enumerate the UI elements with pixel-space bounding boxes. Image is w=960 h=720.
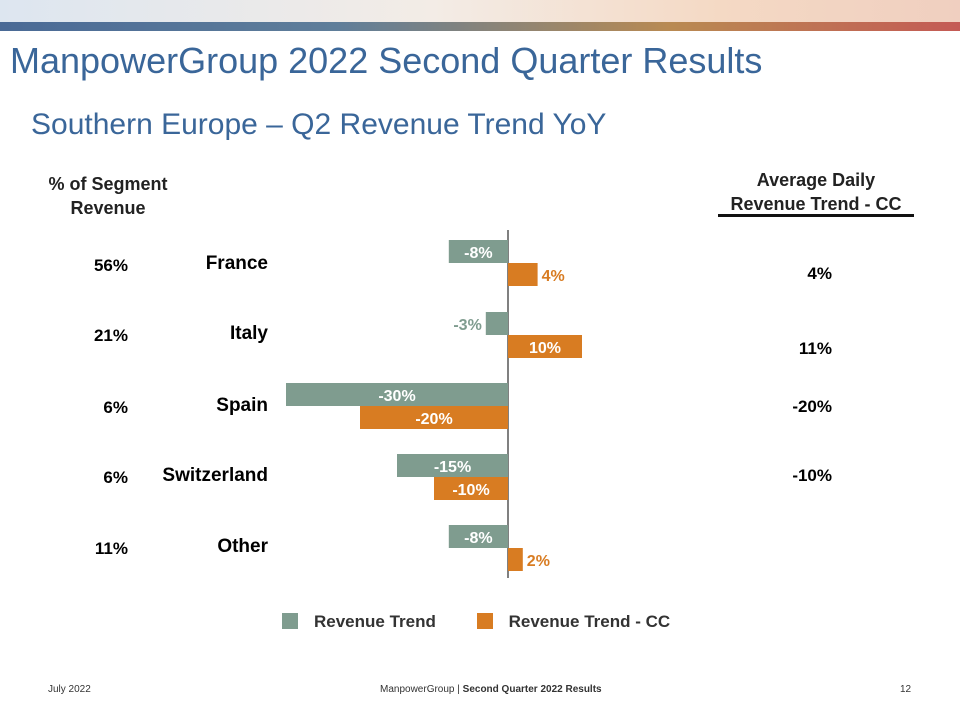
bar-revenue-trend-cc-italy [508, 335, 582, 358]
segment-pct-italy: 21% [93, 326, 128, 345]
legend-item-revenue-trend-cc: Revenue Trend - CC [476, 612, 671, 632]
data-label-revenue-trend-spain: -30% [378, 388, 415, 405]
bar-revenue-trend-switzerland [397, 454, 508, 477]
bar-revenue-trend-france [448, 240, 508, 263]
legend-swatch-revenue-trend-cc [476, 613, 493, 629]
category-label-switzerland: Switzerland [162, 465, 268, 486]
data-label-revenue-trend-cc-other: 2% [527, 553, 550, 570]
data-label-revenue-trend-cc-italy: 10% [529, 340, 561, 357]
adr-header: Average Daily Revenue Trend - CC [712, 168, 920, 216]
page-title: ManpowerGroup 2022 Second Quarter Result… [10, 40, 763, 81]
bar-revenue-trend-cc-france [508, 263, 538, 286]
bar-revenue-trend-italy [485, 312, 508, 335]
adr-value-italy: 11% [798, 339, 832, 358]
page-subtitle: Southern Europe – Q2 Revenue Trend YoY [31, 108, 607, 141]
bar-revenue-trend-spain [286, 383, 508, 406]
bar-revenue-trend-cc-spain [360, 406, 508, 429]
category-label-italy: Italy [229, 323, 268, 344]
chart-legend: Revenue Trend Revenue Trend - CC [282, 612, 706, 632]
footer-report: Second Quarter 2022 Results [462, 684, 602, 695]
segment-pct-spain: 6% [103, 398, 128, 417]
data-label-revenue-trend-cc-switzerland: -10% [452, 482, 489, 499]
adr-value-spain: -20% [792, 397, 832, 416]
segment-pct-switzerland: 6% [103, 468, 128, 487]
data-label-revenue-trend-cc-spain: -20% [415, 411, 452, 428]
bar-revenue-trend-cc-switzerland [434, 477, 508, 500]
category-label-spain: Spain [216, 395, 268, 416]
footer-date: July 2022 [48, 684, 91, 695]
data-label-revenue-trend-cc-france: 4% [542, 268, 565, 285]
data-label-revenue-trend-france: -8% [464, 245, 492, 262]
top-banner [0, 0, 960, 22]
segment-pct-france: 56% [93, 256, 128, 275]
adr-value-france: 4% [807, 264, 832, 283]
footer-separator: | [457, 684, 460, 695]
bar-revenue-trend-cc-other [508, 548, 523, 571]
adr-header-line1: Average Daily [756, 170, 876, 190]
segment-pct-header-line2: Revenue [70, 198, 146, 218]
data-label-revenue-trend-switzerland: -15% [434, 459, 471, 476]
adr-header-line2: Revenue Trend - CC [730, 194, 902, 214]
footer-company: ManpowerGroup [380, 684, 455, 695]
legend-item-revenue-trend: Revenue Trend [282, 612, 436, 632]
category-label-france: France [205, 253, 268, 274]
segment-pct-header: % of Segment Revenue [28, 172, 188, 220]
category-label-other: Other [217, 536, 268, 557]
footer-page-number: 12 [900, 684, 912, 695]
footer-center: ManpowerGroup | Second Quarter 2022 Resu… [380, 684, 602, 695]
segment-pct-header-line1: % of Segment [48, 174, 168, 194]
legend-label-revenue-trend-cc: Revenue Trend - CC [508, 612, 671, 631]
segment-pct-other: 11% [94, 539, 128, 558]
legend-swatch-revenue-trend [282, 613, 298, 629]
legend-label-revenue-trend: Revenue Trend [314, 612, 436, 631]
top-stripe [0, 22, 960, 31]
data-label-revenue-trend-other: -8% [464, 530, 492, 547]
data-label-revenue-trend-italy: -3% [453, 317, 481, 334]
adr-header-underline [718, 214, 914, 217]
adr-value-switzerland: -10% [792, 466, 832, 485]
bar-revenue-trend-other [448, 525, 508, 548]
